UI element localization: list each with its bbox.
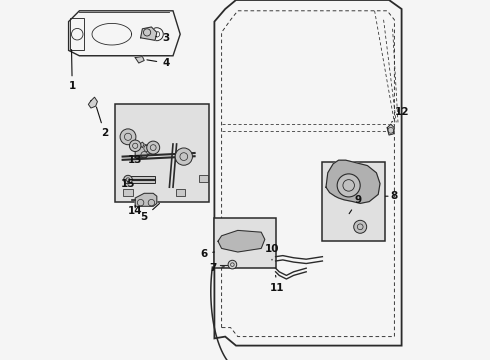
- Polygon shape: [326, 160, 380, 203]
- Polygon shape: [218, 230, 265, 252]
- Text: 1: 1: [69, 50, 76, 91]
- Text: 14: 14: [128, 205, 143, 216]
- Text: 10: 10: [265, 244, 279, 260]
- Text: 3: 3: [156, 33, 170, 43]
- Bar: [123, 189, 133, 196]
- Bar: [199, 175, 208, 182]
- Text: 13: 13: [128, 155, 143, 165]
- Circle shape: [228, 260, 237, 269]
- Polygon shape: [141, 27, 157, 40]
- Bar: [215, 218, 275, 268]
- Polygon shape: [139, 142, 144, 148]
- Bar: [175, 189, 185, 196]
- Text: 6: 6: [200, 249, 215, 259]
- Text: 12: 12: [392, 107, 409, 122]
- Text: 7: 7: [209, 263, 224, 273]
- Polygon shape: [135, 193, 157, 206]
- Bar: [128, 176, 155, 183]
- Circle shape: [337, 174, 360, 197]
- Bar: [322, 162, 386, 241]
- Polygon shape: [387, 124, 394, 135]
- Text: 4: 4: [147, 58, 170, 68]
- Polygon shape: [135, 145, 149, 158]
- Bar: [71, 18, 84, 50]
- Text: 8: 8: [386, 191, 398, 201]
- Text: 15: 15: [121, 179, 135, 189]
- Text: 5: 5: [141, 203, 159, 222]
- Circle shape: [175, 148, 193, 165]
- Circle shape: [123, 175, 132, 184]
- Polygon shape: [135, 57, 144, 63]
- Text: 11: 11: [270, 275, 285, 293]
- Circle shape: [147, 141, 160, 154]
- Bar: [116, 104, 209, 202]
- Circle shape: [129, 140, 141, 152]
- Circle shape: [120, 129, 136, 145]
- Circle shape: [354, 220, 367, 233]
- Text: 9: 9: [349, 195, 362, 214]
- Text: 2: 2: [97, 107, 108, 138]
- Polygon shape: [88, 97, 98, 108]
